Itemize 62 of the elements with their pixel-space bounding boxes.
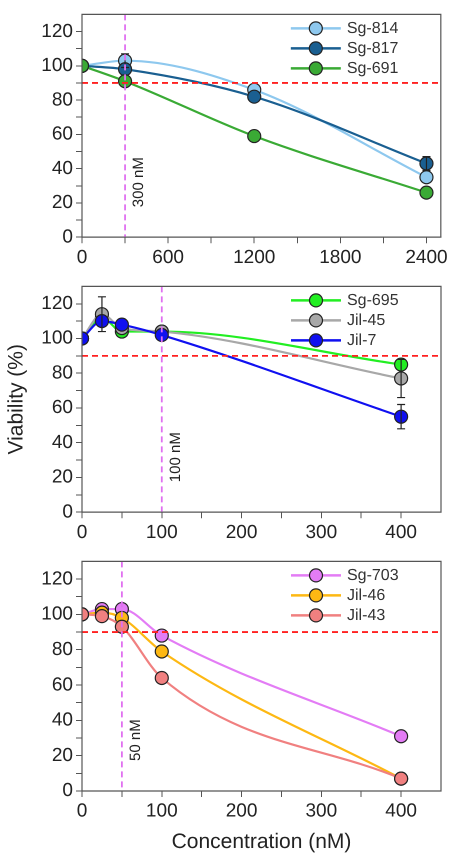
- legend-label: Sg-691: [346, 60, 399, 77]
- y-tick-label: 100: [41, 328, 73, 349]
- y-tick-label: 20: [52, 192, 73, 214]
- x-tick-label: 400: [385, 522, 417, 543]
- x-axis-title: Concentration (nM): [172, 830, 352, 854]
- y-tick-label: 60: [52, 124, 73, 145]
- point: [419, 170, 434, 184]
- point: [394, 729, 408, 744]
- y-tick-label: 20: [52, 466, 73, 488]
- x-tick-label: 1200: [233, 246, 276, 268]
- point: [154, 670, 169, 686]
- x-tick-label: 200: [226, 522, 258, 543]
- x-tick-label: 0: [76, 246, 88, 268]
- x-tick-label: 200: [226, 800, 258, 822]
- legend-label: Jil-45: [347, 312, 386, 329]
- y-tick-label: 0: [62, 226, 73, 248]
- y-tick-label: 40: [52, 158, 73, 179]
- x-tick-label: 1800: [319, 246, 362, 268]
- y-tick-label: 0: [62, 780, 73, 802]
- y-tick-label: 40: [52, 432, 73, 453]
- y-tick-label: 120: [41, 293, 73, 314]
- x-tick-label: 2400: [405, 246, 448, 268]
- x-tick-label: 400: [385, 800, 417, 822]
- x-tick-label: 300: [305, 800, 338, 822]
- y-tick-label: 80: [52, 362, 73, 384]
- y-tick-label: 80: [52, 89, 73, 110]
- point: [94, 314, 110, 328]
- ref-line-label: 300 nM: [130, 157, 148, 208]
- y-tick-label: 80: [52, 638, 73, 660]
- legend-label: Jil-43: [347, 606, 386, 624]
- legend-label: Jil-46: [347, 586, 386, 604]
- y-tick-label: 40: [52, 710, 73, 731]
- point: [154, 644, 169, 659]
- point: [94, 609, 110, 624]
- y-tick-label: 120: [41, 20, 73, 42]
- x-tick-label: 0: [76, 522, 88, 543]
- x-tick-label: 100: [146, 522, 178, 543]
- point: [247, 128, 262, 144]
- point: [394, 371, 408, 386]
- y-tick-label: 0: [62, 501, 73, 522]
- y-axis-title: Viability (%): [4, 344, 28, 455]
- x-tick-label: 0: [76, 800, 88, 822]
- legend-label: Sg-695: [347, 292, 399, 309]
- y-tick-label: 120: [41, 568, 73, 590]
- y-tick-label: 100: [41, 604, 73, 625]
- x-tick-label: 300: [305, 522, 338, 543]
- x-tick-label: 100: [146, 800, 178, 822]
- y-tick-label: 20: [52, 744, 73, 766]
- legend-label: Sg-817: [346, 40, 399, 57]
- y-tick-label: 60: [52, 397, 73, 418]
- y-tick-label: 100: [41, 55, 73, 76]
- point: [419, 186, 434, 200]
- x-tick-label: 600: [152, 246, 184, 268]
- ref-line-label: 100 nM: [166, 432, 184, 482]
- point: [114, 318, 129, 332]
- y-tick-label: 60: [52, 674, 73, 696]
- ref-line-label: 50 nM: [127, 719, 144, 761]
- legend-label: Sg-814: [346, 20, 399, 37]
- point: [247, 90, 262, 104]
- point: [394, 410, 408, 424]
- legend-label: Sg-703: [347, 566, 399, 584]
- legend-label: Jil-7: [347, 332, 376, 349]
